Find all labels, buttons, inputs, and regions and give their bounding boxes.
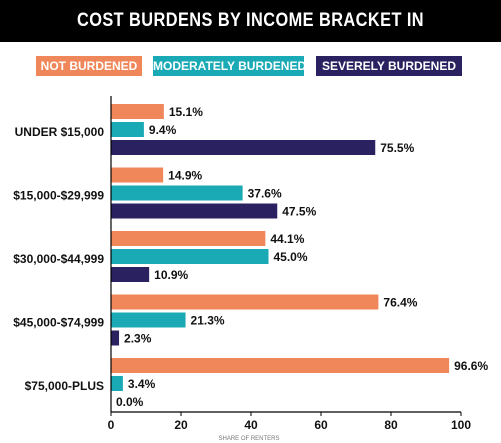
category-label: $75,000-PLUS (25, 379, 104, 393)
legend-item-severely-burdened: SEVERELY BURDENED (316, 56, 462, 76)
data-label: 75.5% (380, 141, 414, 155)
x-tick-label: 80 (384, 418, 398, 432)
bar-severely-burdened (111, 267, 150, 282)
data-label: 37.6% (248, 187, 282, 201)
category-label: UNDER $15,000 (15, 125, 105, 139)
x-tick-label: 100 (451, 418, 471, 432)
bar-not-burdened (111, 294, 379, 310)
bar-not-burdened (111, 104, 164, 119)
category-label: $30,000-$44,999 (13, 252, 104, 266)
legend-item-moderately-burdened: MODERATELY BURDENED (153, 56, 304, 76)
data-label: 3.4% (128, 377, 156, 391)
x-tick-label: 40 (244, 418, 258, 432)
bar-not-burdened (111, 167, 164, 183)
category-label: $45,000-$74,999 (13, 316, 104, 330)
x-tick-label: 0 (108, 418, 115, 432)
data-label: 21.3% (191, 314, 225, 328)
legend-label-severely-burdened: SEVERELY BURDENED (321, 59, 457, 73)
bar-moderately-burdened (111, 312, 186, 328)
bar-severely-burdened (111, 330, 120, 346)
x-tick-label: 60 (314, 418, 328, 432)
data-label: 2.3% (124, 332, 152, 346)
x-axis-title: SHARE OF RENTERS (218, 436, 279, 442)
data-label: 10.9% (154, 268, 188, 282)
data-label: 47.5% (282, 205, 316, 219)
data-label: 76.4% (383, 296, 417, 310)
data-label: 96.6% (454, 359, 488, 373)
bar-not-burdened (111, 231, 266, 246)
bar-moderately-burdened (111, 376, 123, 391)
data-label: 44.1% (270, 232, 304, 246)
legend-label-moderately-burdened: MODERATELY BURDENED (153, 59, 304, 73)
legend-item-not-burdened: NOT BURDENED (36, 56, 142, 76)
bar-severely-burdened (111, 203, 278, 219)
plot-area: UNDER $15,000 15.1% 9.4% 75.5% $15,000-$29,9… (13, 96, 488, 432)
bar-moderately-burdened (111, 122, 144, 137)
legend-label-not-burdened: NOT BURDENED (40, 59, 138, 73)
data-label: 15.1% (169, 105, 203, 119)
category-label: $15,000-$29,999 (13, 189, 104, 203)
bar-not-burdened (111, 358, 450, 373)
data-label: 0.0% (116, 395, 144, 409)
data-label: 45.0% (274, 250, 308, 264)
x-tick-label: 20 (174, 418, 188, 432)
bar-moderately-burdened (111, 249, 269, 264)
legend: NOT BURDENED MODERATELY BURDENED SEVEREL… (0, 56, 501, 76)
data-label: 9.4% (149, 123, 177, 137)
data-label: 14.9% (168, 169, 202, 183)
bar-moderately-burdened (111, 185, 243, 201)
bar-severely-burdened (111, 140, 376, 155)
